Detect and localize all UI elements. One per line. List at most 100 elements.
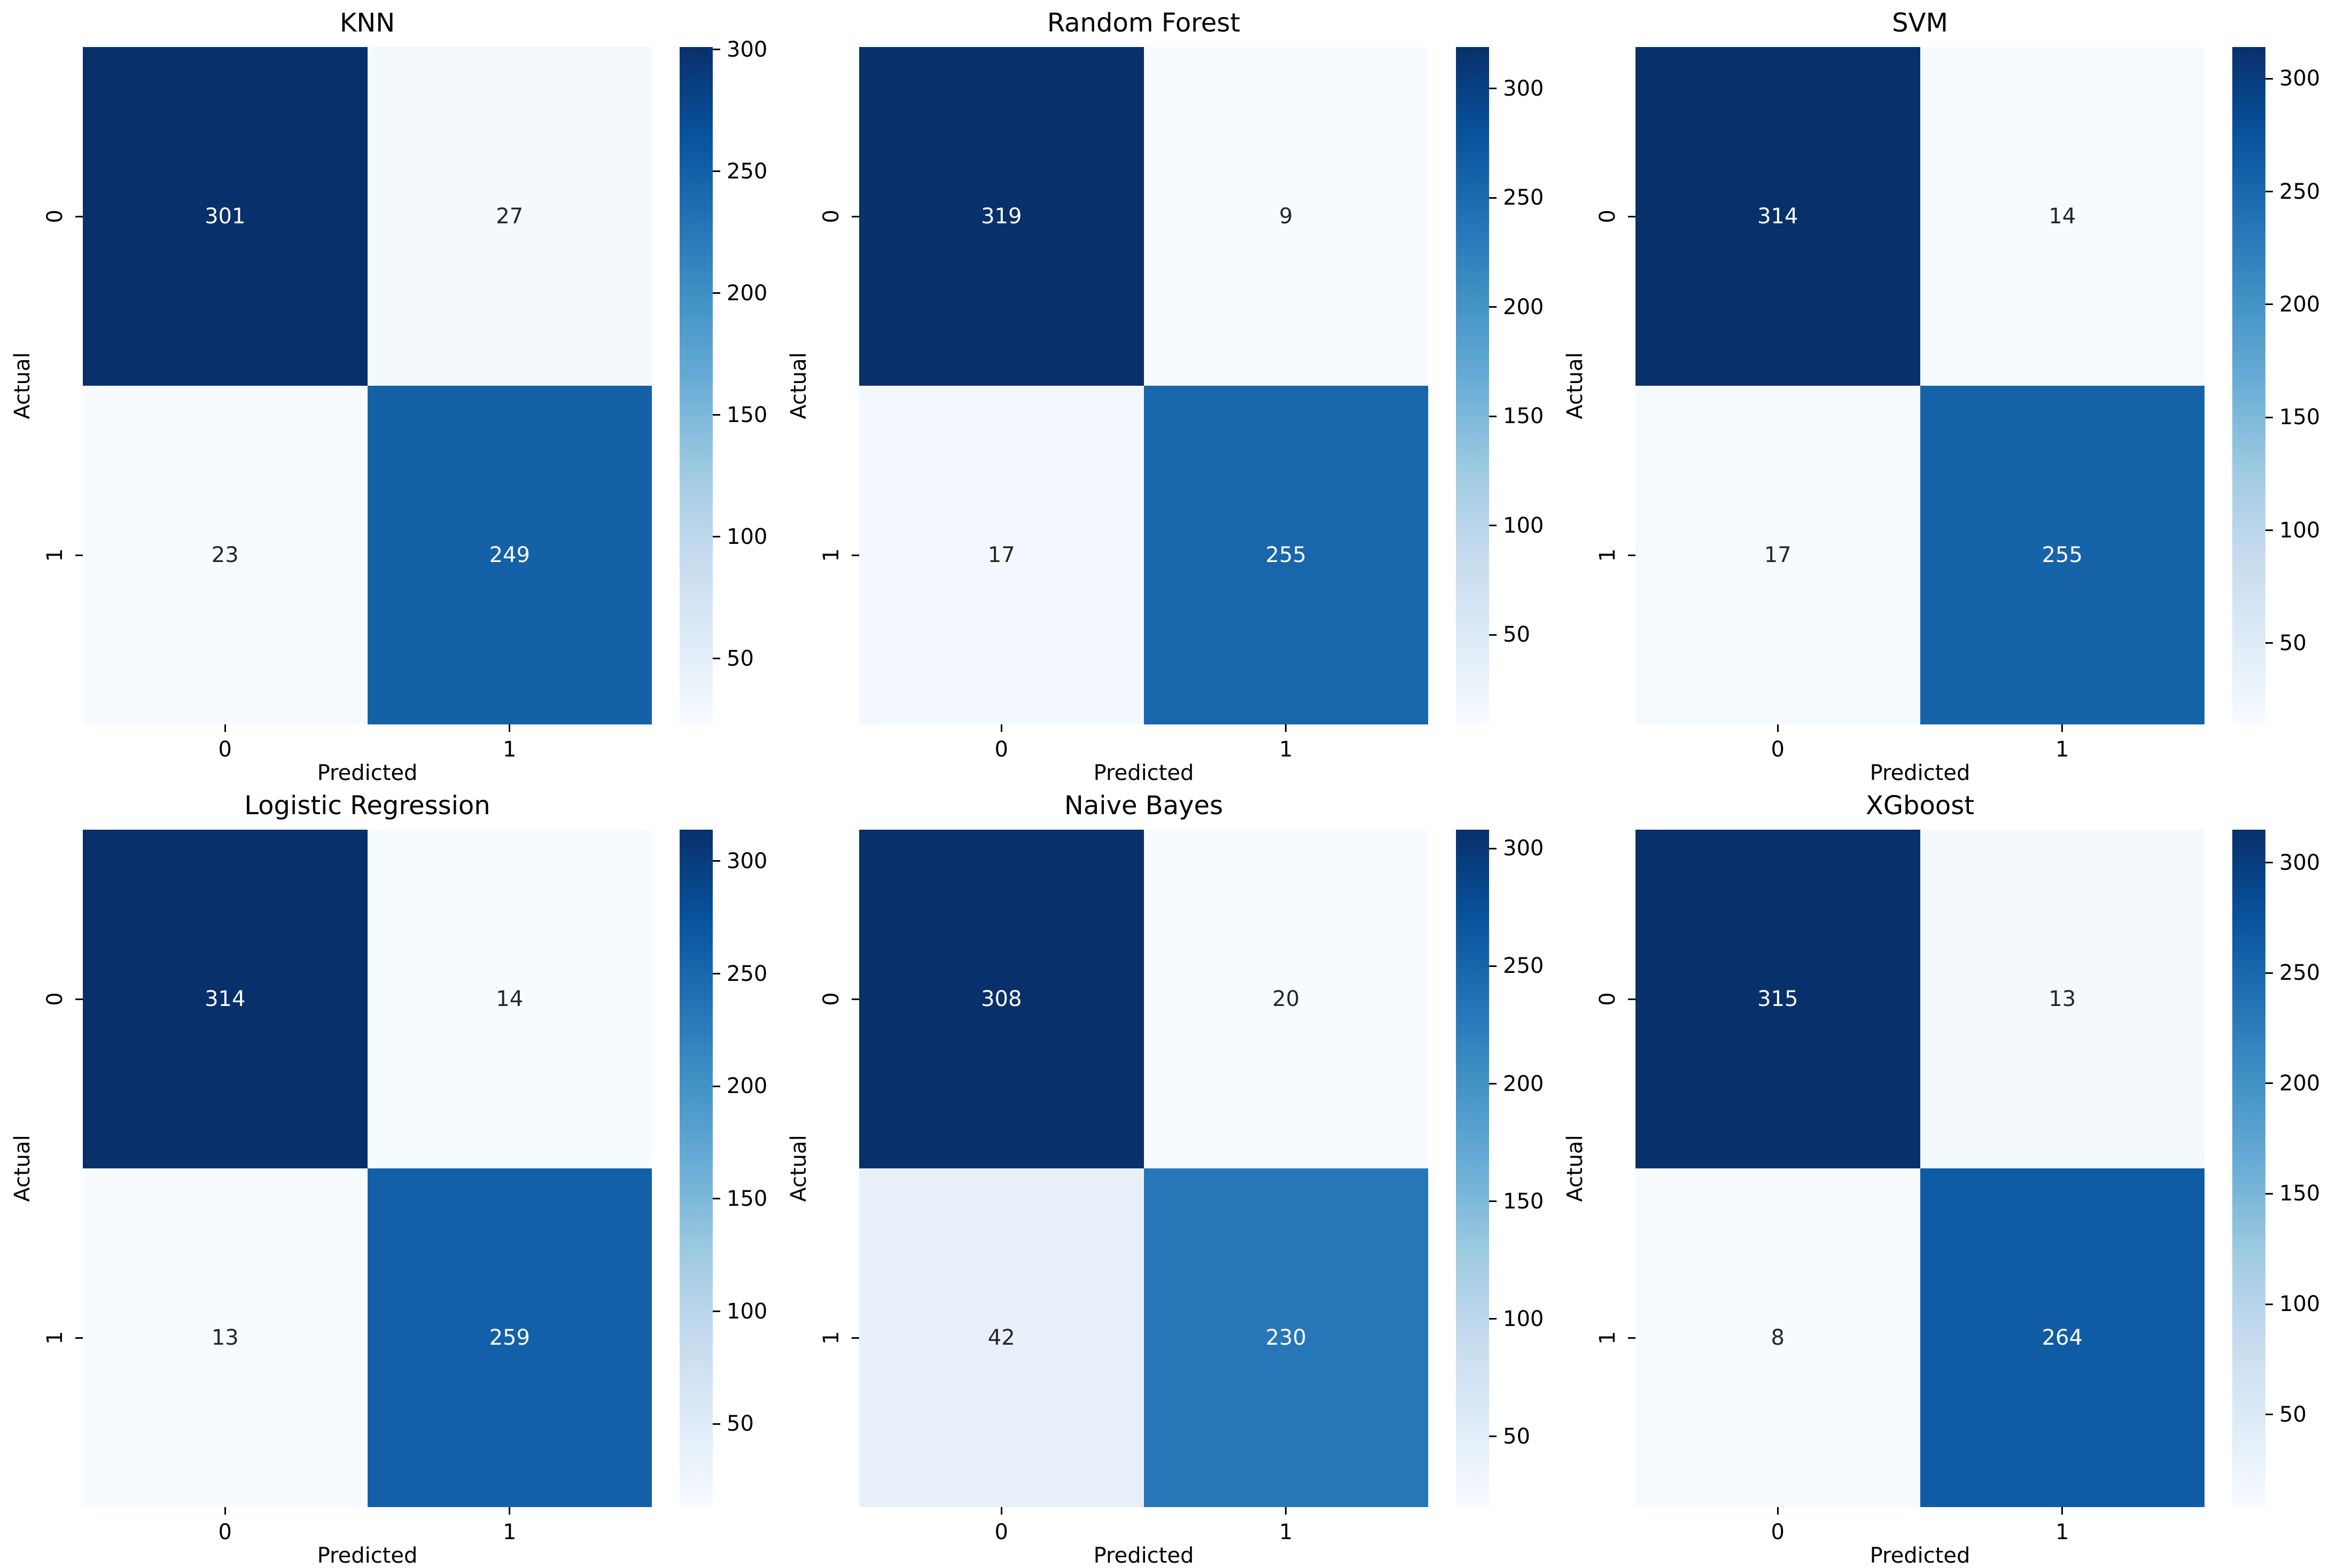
x-tick-label: 1: [503, 737, 517, 762]
cell-r1c0: 17: [859, 386, 1144, 724]
y-tick-label: 1: [43, 1331, 67, 1345]
x-tick-label: 0: [1771, 737, 1785, 762]
x-axis-label: Predicted: [317, 1543, 418, 1568]
subplot-title: SVM: [1892, 8, 1948, 38]
x-tick-label: 0: [1771, 1520, 1785, 1544]
x-tick-label: 0: [218, 1520, 232, 1544]
colorbar-tick-label: 150: [2279, 405, 2320, 430]
y-tick-mark: [852, 1337, 859, 1339]
colorbar-tick-mark: [2265, 1192, 2273, 1195]
colorbar-tick-label: 50: [727, 646, 754, 671]
cell-value: 23: [211, 543, 239, 567]
cell-value: 255: [2042, 543, 2083, 567]
y-tick-label: 0: [43, 209, 67, 223]
colorbar: [1456, 47, 1489, 724]
y-tick-mark: [852, 998, 859, 1000]
cell-value: 308: [981, 987, 1022, 1011]
y-tick-label: 1: [1595, 548, 1620, 562]
colorbar-tick-label: 300: [2279, 66, 2320, 91]
colorbar-tick-mark: [2265, 1414, 2273, 1416]
cell-r0c1: 9: [1143, 47, 1428, 386]
colorbar-tick-mark: [1489, 634, 1497, 636]
y-axis-label: Actual: [10, 1135, 35, 1202]
colorbar-tick-label: 100: [2279, 1292, 2320, 1316]
y-tick-mark: [75, 1337, 83, 1339]
x-axis-label: Predicted: [317, 761, 418, 785]
colorbar-tick-label: 250: [1503, 185, 1544, 210]
x-tick-mark: [1000, 724, 1002, 732]
x-tick-label: 1: [2055, 737, 2069, 762]
cell-r1c0: 23: [83, 386, 368, 724]
cell-value: 9: [1279, 204, 1293, 229]
colorbar: [680, 830, 713, 1507]
colorbar-tick-mark: [713, 860, 720, 862]
colorbar-tick-label: 150: [1503, 1189, 1544, 1214]
colorbar-tick-label: 150: [727, 1186, 768, 1211]
colorbar-tick-label: 50: [1503, 1424, 1530, 1449]
cell-value: 319: [981, 204, 1022, 229]
colorbar-tick-mark: [713, 973, 720, 975]
cell-r1c1: 255: [1143, 386, 1428, 724]
colorbar-tick-label: 100: [727, 1299, 768, 1324]
colorbar-tick-mark: [1489, 197, 1497, 199]
x-tick-mark: [509, 1507, 511, 1515]
cell-value: 42: [987, 1325, 1015, 1350]
colorbar-tick-label: 150: [1503, 404, 1544, 429]
x-tick-label: 0: [994, 737, 1008, 762]
colorbar-tick-mark: [713, 536, 720, 538]
cell-value: 314: [205, 987, 246, 1011]
x-axis-label: Predicted: [1093, 761, 1194, 785]
colorbar-tick-label: 250: [2279, 961, 2320, 986]
cell-r0c0: 314: [83, 830, 368, 1168]
colorbar-tick-mark: [2265, 529, 2273, 531]
colorbar-tick-label: 200: [727, 280, 768, 306]
x-tick-label: 1: [503, 1520, 517, 1544]
y-axis-label: Actual: [1563, 352, 1587, 419]
colorbar-tick-label: 300: [1503, 836, 1544, 861]
colorbar-tick-label: 100: [727, 524, 768, 549]
x-tick-label: 0: [994, 1520, 1008, 1544]
colorbar-tick-mark: [1489, 847, 1497, 849]
y-tick-mark: [75, 554, 83, 556]
x-tick-label: 1: [1279, 737, 1293, 762]
heatmap-plot-area: 319 9 17 255: [859, 47, 1428, 724]
colorbar-tick-mark: [1489, 415, 1497, 417]
cell-value: 17: [987, 543, 1015, 567]
heatmap-plot-area: 314 14 13 259: [83, 830, 652, 1507]
x-tick-mark: [1777, 724, 1779, 732]
colorbar-tick-label: 200: [1503, 1071, 1544, 1096]
cell-r1c0: 17: [1635, 386, 1920, 724]
x-axis-label: Predicted: [1870, 761, 1970, 785]
heatmap-plot-area: 314 14 17 255: [1635, 47, 2205, 724]
y-axis-label: Actual: [10, 352, 35, 419]
colorbar-tick-label: 200: [2279, 1071, 2320, 1096]
cell-r1c1: 230: [1143, 1168, 1428, 1507]
y-tick-label: 1: [819, 1331, 844, 1345]
colorbar-tick-label: 300: [727, 37, 768, 62]
colorbar-tick-label: 100: [1503, 513, 1544, 538]
colorbar-tick-mark: [2265, 1082, 2273, 1085]
cell-value: 301: [205, 204, 246, 229]
colorbar-tick-mark: [713, 170, 720, 173]
cell-r1c1: 264: [1920, 1168, 2205, 1507]
cell-value: 264: [2042, 1325, 2083, 1350]
cell-value: 27: [496, 204, 524, 229]
y-axis-label: Actual: [786, 352, 811, 419]
subplot-title: Naive Bayes: [1064, 791, 1224, 821]
x-axis-label: Predicted: [1093, 1543, 1194, 1568]
colorbar-tick-label: 300: [727, 848, 768, 873]
colorbar-tick-mark: [713, 292, 720, 294]
y-tick-mark: [1628, 554, 1635, 556]
colorbar-tick-mark: [1489, 1200, 1497, 1203]
cell-value: 255: [1265, 543, 1306, 567]
colorbar-tick-mark: [2265, 303, 2273, 306]
x-tick-mark: [2061, 1507, 2063, 1515]
colorbar-tick-mark: [2265, 1303, 2273, 1305]
cell-r1c1: 259: [367, 1168, 652, 1507]
colorbar-tick-mark: [1489, 88, 1497, 90]
subplot-title: XGboost: [1865, 791, 1975, 821]
cell-r0c1: 13: [1920, 830, 2205, 1168]
colorbar-tick-mark: [1489, 1318, 1497, 1320]
y-tick-mark: [75, 998, 83, 1000]
